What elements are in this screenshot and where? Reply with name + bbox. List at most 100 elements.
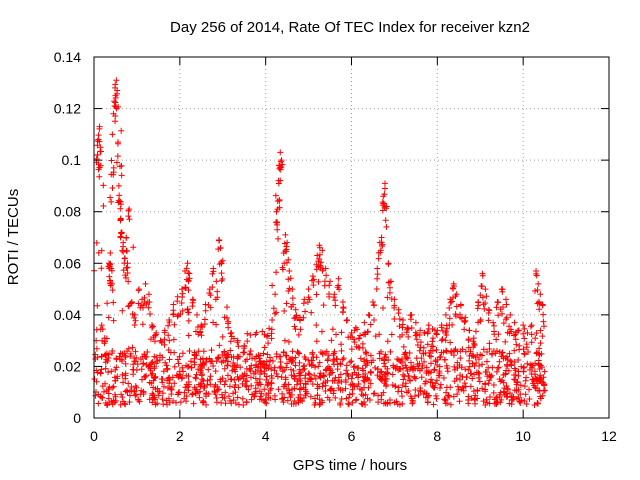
data-point	[99, 326, 106, 333]
data-point	[420, 344, 427, 351]
data-point	[479, 361, 486, 368]
data-point	[537, 327, 544, 334]
data-point	[137, 356, 144, 363]
data-point	[138, 366, 145, 373]
data-point	[520, 322, 527, 329]
data-point	[460, 387, 467, 394]
data-point	[415, 392, 422, 399]
data-point	[448, 348, 455, 355]
data-point	[285, 256, 292, 263]
data-point	[274, 198, 281, 205]
data-point	[462, 383, 469, 390]
data-point	[264, 382, 271, 389]
data-point	[263, 400, 270, 407]
data-point	[426, 352, 433, 359]
data-point	[399, 382, 406, 389]
data-point	[351, 363, 358, 370]
y-tick-label: 0	[73, 410, 81, 426]
data-point	[490, 322, 497, 329]
data-point	[316, 373, 323, 380]
data-point	[485, 380, 492, 387]
data-point	[473, 359, 480, 366]
data-point	[113, 159, 120, 166]
data-point	[495, 312, 502, 319]
data-point	[269, 317, 276, 324]
data-point	[293, 312, 300, 319]
data-point	[521, 397, 528, 404]
data-point	[98, 322, 105, 329]
x-tick-label: 2	[176, 428, 184, 444]
data-point	[522, 377, 529, 384]
data-point	[431, 366, 438, 373]
data-point	[128, 388, 135, 395]
data-point	[511, 347, 518, 354]
data-point	[132, 358, 139, 365]
data-point	[149, 324, 156, 331]
data-point	[316, 383, 323, 390]
data-point	[189, 391, 196, 398]
data-point	[340, 355, 347, 362]
data-point	[166, 356, 173, 363]
data-point	[469, 352, 476, 359]
data-point	[232, 400, 239, 407]
data-point	[337, 360, 344, 367]
data-point	[110, 299, 117, 306]
data-point	[536, 351, 543, 358]
data-point	[524, 329, 531, 336]
data-point	[185, 287, 192, 294]
data-point	[476, 362, 483, 369]
data-point	[483, 368, 490, 375]
data-point	[268, 330, 275, 337]
data-point	[512, 331, 519, 338]
data-point	[418, 355, 425, 362]
data-point	[452, 311, 459, 318]
data-point	[483, 358, 490, 365]
data-point	[465, 344, 472, 351]
data-point	[289, 348, 296, 355]
data-point	[120, 398, 127, 405]
data-point	[114, 153, 121, 160]
data-point	[537, 340, 544, 347]
data-point	[313, 322, 320, 329]
data-point	[352, 397, 359, 404]
data-point	[234, 339, 241, 346]
data-point	[446, 305, 453, 312]
data-point	[441, 396, 448, 403]
data-point	[173, 399, 180, 406]
data-point	[103, 387, 110, 394]
data-point	[285, 276, 292, 283]
data-point	[495, 364, 502, 371]
data-point	[268, 366, 275, 373]
data-point	[322, 388, 329, 395]
data-point	[263, 333, 270, 340]
data-point	[517, 382, 524, 389]
data-point	[318, 328, 325, 335]
data-point	[297, 317, 304, 324]
data-point	[345, 400, 352, 407]
data-point	[360, 373, 367, 380]
axis-ticks	[93, 56, 610, 419]
data-point	[100, 182, 107, 189]
data-point	[347, 333, 354, 340]
data-point	[171, 363, 178, 370]
data-point	[482, 300, 489, 307]
data-point	[366, 312, 373, 319]
data-point	[273, 351, 280, 358]
data-point	[170, 307, 177, 314]
data-point	[95, 400, 102, 407]
data-point	[135, 287, 142, 294]
data-point	[281, 337, 288, 344]
data-point	[480, 398, 487, 405]
data-point	[97, 162, 104, 169]
data-point	[332, 302, 339, 309]
data-point	[124, 348, 131, 355]
data-point	[94, 151, 101, 158]
data-point	[257, 364, 264, 371]
data-point	[103, 350, 110, 357]
data-point	[276, 196, 283, 203]
data-point	[212, 391, 219, 398]
data-point	[279, 368, 286, 375]
data-point	[379, 207, 386, 214]
data-point	[503, 383, 510, 390]
data-point	[221, 365, 228, 372]
